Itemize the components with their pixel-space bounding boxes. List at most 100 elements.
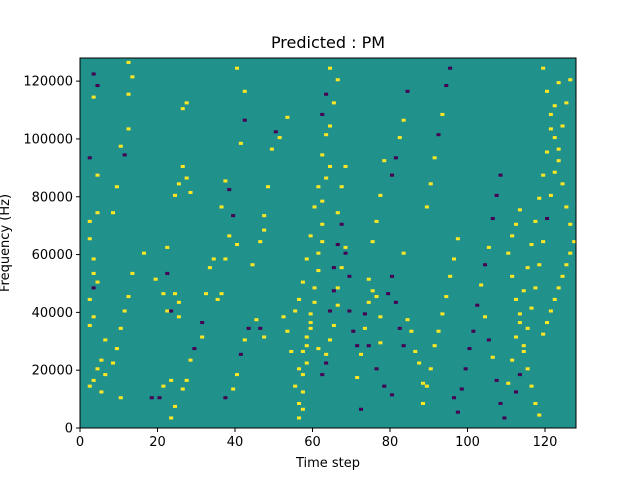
heatmap-cell: [359, 352, 364, 356]
heatmap-cell: [87, 384, 92, 388]
heatmap-cell: [428, 367, 433, 371]
heatmap-cell: [316, 347, 321, 351]
heatmap-cell: [514, 297, 519, 301]
heatmap-cell: [331, 266, 336, 270]
heatmap-cell: [238, 352, 243, 356]
heatmap-cell: [440, 312, 445, 316]
heatmap-cell: [173, 193, 178, 197]
heatmap-cell: [401, 251, 406, 255]
heatmap-cell: [184, 101, 189, 105]
heatmap-cell: [235, 373, 240, 377]
heatmap-cell: [269, 147, 274, 151]
heatmap-cell: [308, 321, 313, 325]
heatmap-cell: [370, 289, 375, 293]
heatmap-cell: [382, 159, 387, 163]
heatmap-cell: [386, 292, 391, 296]
heatmap-cell: [246, 326, 251, 330]
heatmap-cell: [242, 338, 247, 342]
y-tick-label: 60000: [32, 248, 73, 263]
x-tick-label: 120: [533, 435, 558, 450]
heatmap-cell: [188, 358, 193, 362]
heatmap-cell: [297, 297, 302, 301]
heatmap-cell: [173, 404, 178, 408]
heatmap-cell: [87, 237, 92, 241]
heatmap-cell: [572, 240, 577, 244]
heatmap-cell: [165, 271, 170, 275]
y-tick-label: 100000: [23, 132, 73, 147]
heatmap-cell: [351, 329, 356, 333]
heatmap-cell: [510, 234, 515, 238]
x-axis-label: Time step: [295, 456, 360, 471]
heatmap-cell: [312, 286, 317, 290]
heatmap-cells: [87, 60, 577, 420]
heatmap-cell: [331, 289, 336, 293]
heatmap-cell: [335, 303, 340, 307]
heatmap-cell: [324, 352, 329, 356]
heatmap-cell: [312, 205, 317, 209]
heatmap-cell: [545, 150, 550, 154]
heatmap-cell: [455, 237, 460, 241]
heatmap-cell: [262, 228, 267, 232]
heatmap-cell: [498, 401, 503, 406]
heatmap-cell: [281, 315, 286, 319]
x-tick-label: 60: [304, 435, 321, 450]
heatmap-cell: [293, 384, 298, 388]
heatmap-cell: [324, 92, 329, 96]
heatmap-cell: [506, 251, 511, 255]
heatmap-cell: [320, 222, 325, 226]
heatmap-cell: [161, 292, 166, 296]
heatmap-cell: [556, 147, 561, 151]
heatmap-cell: [436, 133, 441, 137]
heatmap-cell: [533, 219, 538, 223]
heatmap-cell: [176, 182, 181, 186]
heatmap-cell: [130, 75, 135, 79]
heatmap-cell: [331, 101, 336, 105]
heatmap-cell: [359, 407, 364, 411]
heatmap-cell: [118, 396, 123, 400]
heatmap-cell: [510, 358, 515, 362]
heatmap-cell: [541, 173, 546, 177]
heatmap-cell: [91, 95, 96, 99]
heatmap-cell: [436, 329, 441, 333]
heatmap-cell: [300, 390, 305, 394]
heatmap-cell: [293, 309, 298, 313]
x-tick-label: 80: [382, 435, 399, 450]
heatmap-cell: [548, 309, 553, 313]
heatmap-cell: [521, 289, 526, 293]
heatmap-cell: [169, 378, 174, 382]
heatmap-cell: [328, 66, 333, 70]
heatmap-cell: [525, 266, 530, 270]
y-axis-label: Frequency (Hz): [0, 194, 13, 292]
x-tick-label: 100: [455, 435, 480, 450]
heatmap-cell: [308, 234, 313, 238]
heatmap-cell: [114, 347, 119, 351]
heatmap-cell: [502, 416, 507, 420]
heatmap-cell: [118, 144, 123, 148]
heatmap-cell: [545, 321, 550, 325]
heatmap-cell: [161, 384, 166, 388]
heatmap-cell: [517, 373, 522, 377]
heatmap-cell: [548, 193, 553, 197]
heatmap-cell: [204, 292, 209, 296]
heatmap-cell: [514, 390, 519, 394]
heatmap-cell: [556, 286, 561, 290]
heatmap-cell: [560, 274, 565, 278]
heatmap-cell: [316, 251, 321, 255]
heatmap-cell: [459, 387, 464, 391]
chart-title: Predicted : PM: [271, 33, 385, 52]
heatmap-cell: [331, 323, 336, 327]
heatmap-cell: [328, 309, 333, 313]
heatmap-cell: [297, 401, 302, 406]
heatmap-cell: [320, 112, 325, 116]
heatmap-cell: [541, 240, 546, 244]
heatmap-cell: [366, 277, 371, 281]
heatmap-cell: [126, 127, 131, 131]
heatmap-cell: [169, 309, 174, 313]
heatmap-cell: [328, 124, 333, 128]
heatmap-cell: [529, 384, 534, 388]
heatmap-cell: [552, 136, 557, 140]
heatmap-cell: [483, 315, 488, 319]
heatmap-cell: [219, 292, 224, 296]
heatmap-cell: [99, 390, 104, 394]
heatmap-cell: [308, 312, 313, 316]
